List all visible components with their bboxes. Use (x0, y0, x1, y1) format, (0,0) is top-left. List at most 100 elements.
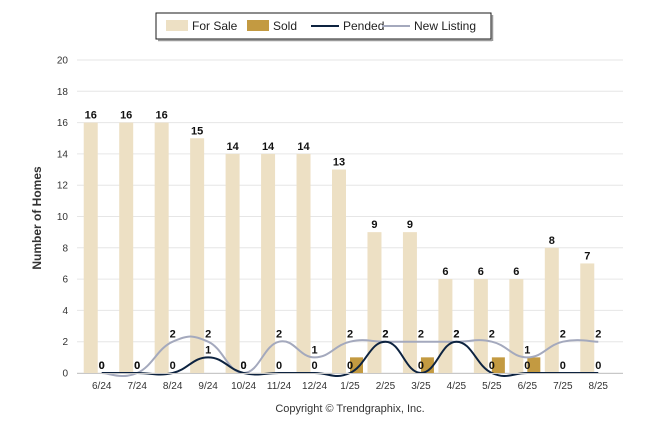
bar-for-sale-label: 9 (371, 219, 377, 231)
point-new-listing-label: 2 (595, 329, 601, 341)
bar-for-sale (296, 153, 311, 373)
bar-for-sale (402, 232, 417, 373)
bar-for-sale-label: 6 (442, 266, 448, 278)
bar-for-sale (190, 138, 205, 373)
x-tick-label: 2/25 (376, 381, 396, 392)
x-tick-label: 11/24 (267, 381, 292, 392)
bar-for-sale-label: 14 (226, 141, 239, 153)
y-tick-label: 16 (57, 118, 69, 129)
bar-for-sale-label: 14 (262, 141, 275, 153)
x-tick-label: 6/24 (92, 381, 112, 392)
point-pended-label: 0 (524, 360, 530, 372)
bar-for-sale (438, 279, 453, 373)
point-pended-label: 0 (595, 360, 601, 372)
point-pended-label: 0 (241, 360, 247, 372)
point-pended-label: 0 (134, 360, 140, 372)
point-pended-label: 0 (276, 360, 282, 372)
point-pended-label: 0 (560, 360, 566, 372)
point-pended-label: 2 (453, 329, 459, 341)
bar-for-sale-label: 16 (120, 110, 132, 122)
y-tick-label: 18 (57, 87, 69, 98)
y-tick-label: 20 (57, 56, 69, 67)
bar-for-sale-label: 16 (156, 110, 168, 122)
point-new-listing-label: 2 (489, 329, 495, 341)
point-new-listing-label: 1 (311, 344, 317, 356)
point-new-listing-label: 2 (453, 329, 459, 341)
x-tick-label: 3/25 (411, 381, 431, 392)
legend-label: Pended (343, 19, 384, 33)
bar-for-sale (225, 153, 240, 373)
point-new-listing-label: 2 (382, 329, 388, 341)
bar-for-sale-label: 6 (478, 266, 484, 278)
x-tick-label: 10/24 (231, 381, 256, 392)
bar-for-sale-label: 15 (191, 125, 203, 137)
y-tick-label: 4 (62, 306, 68, 317)
point-pended-label: 0 (311, 360, 317, 372)
point-new-listing-label: 2 (418, 329, 424, 341)
bar-for-sale (332, 169, 346, 373)
bar-sold (491, 357, 505, 373)
bar-sold (350, 357, 363, 373)
x-tick-label: 4/25 (447, 381, 467, 392)
y-tick-label: 10 (57, 212, 69, 223)
bar-for-sale (473, 279, 488, 373)
point-new-listing-label: 2 (276, 329, 282, 341)
copyright-text: Copyright © Trendgraphix, Inc. (275, 403, 424, 415)
bar-for-sale (367, 232, 382, 373)
data-labels: 16 16 16 15 14 14 14 13 9 9 6 6 6 8 7 0 0 2 2 0 2 1 2 2 2 2 2 1 2 2 0 0… (85, 110, 602, 372)
bar-for-sale (83, 122, 98, 373)
bar-for-sale-label: 7 (584, 250, 590, 262)
point-new-listing-label: 0 (134, 360, 140, 372)
bar-sold (527, 357, 541, 373)
bar-for-sale-label: 14 (297, 141, 310, 153)
point-pended-label: 0 (489, 360, 495, 372)
y-tick-label: 0 (62, 369, 68, 380)
y-tick-label: 2 (62, 337, 68, 348)
x-tick-label: 5/25 (482, 381, 502, 392)
y-tick-label: 14 (57, 149, 69, 160)
legend-swatch (247, 20, 269, 31)
legend-label: Sold (273, 19, 297, 33)
point-pended-label: 2 (382, 329, 388, 341)
x-tick-label: 9/24 (198, 381, 218, 392)
point-pended-label: 1 (205, 344, 211, 356)
point-pended-label: 0 (347, 360, 353, 372)
point-new-listing-label: 0 (99, 360, 105, 372)
bar-for-sale (261, 153, 276, 373)
y-axis-title: Number of Homes (30, 166, 44, 270)
x-tick-label: 7/25 (553, 381, 573, 392)
x-tick-label: 8/24 (163, 381, 183, 392)
line-new-listing (101, 335, 599, 378)
point-new-listing-label: 2 (205, 329, 211, 341)
x-tick-label: 1/25 (340, 381, 360, 392)
bar-for-sale-label: 16 (85, 110, 97, 122)
legend-label: New Listing (414, 19, 476, 33)
bar-for-sale-label: 9 (407, 219, 413, 231)
point-new-listing-label: 0 (241, 360, 247, 372)
point-new-listing-label: 2 (560, 329, 566, 341)
y-tick-label: 6 (62, 275, 68, 286)
point-new-listing-label: 2 (347, 329, 353, 341)
bar-for-sale (544, 247, 559, 373)
legend-swatch (166, 20, 188, 31)
point-pended-label: 0 (99, 360, 105, 372)
point-pended-label: 0 (170, 360, 176, 372)
bar-for-sale (509, 279, 524, 373)
bar-for-sale (580, 263, 595, 373)
y-tick-label: 8 (62, 243, 68, 254)
x-tick-label: 8/25 (589, 381, 609, 392)
y-tick-label: 12 (57, 181, 69, 192)
point-new-listing-label: 2 (170, 329, 176, 341)
bar-for-sale-label: 8 (549, 235, 555, 247)
bar-for-sale-label: 6 (513, 266, 519, 278)
x-tick-label: 6/25 (518, 381, 538, 392)
bar-for-sale-label: 13 (333, 157, 345, 169)
bar-for-sale (119, 122, 134, 373)
x-tick-label: 12/24 (302, 381, 327, 392)
point-pended-label: 0 (418, 360, 424, 372)
legend-label: For Sale (192, 19, 238, 33)
x-tick-label: 7/24 (127, 381, 147, 392)
bars (83, 122, 612, 374)
